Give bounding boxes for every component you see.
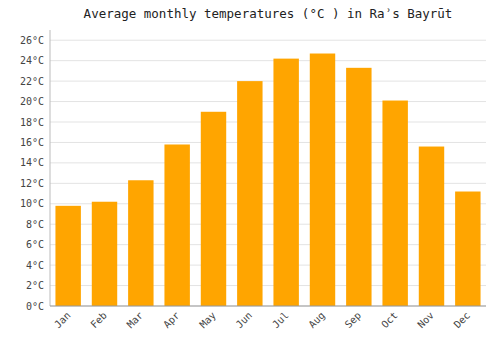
bar [273, 59, 298, 306]
grid-line [50, 81, 486, 82]
grid-line [50, 101, 486, 102]
chart: Average monthly temperatures (°C ) in Ra… [0, 0, 500, 350]
x-tick-label: Apr [161, 310, 182, 331]
y-tick-label: 12°C [20, 178, 44, 189]
y-tick-label: 10°C [20, 198, 44, 209]
bar [346, 68, 371, 306]
x-tick-label: Feb [88, 310, 109, 331]
grid-line [50, 306, 486, 307]
x-tick-label: Mar [125, 310, 146, 331]
x-tick-label: Aug [306, 310, 327, 331]
x-axis-line [50, 306, 486, 307]
y-tick-label: 18°C [20, 117, 44, 128]
y-tick-label: 20°C [20, 96, 44, 107]
chart-container: Average monthly temperatures (°C ) in Ra… [0, 0, 500, 350]
bar [55, 206, 80, 306]
bar [92, 202, 117, 306]
y-tick-label: 24°C [20, 55, 44, 66]
bar [128, 180, 153, 306]
bar [310, 54, 335, 306]
grid-line [50, 40, 486, 41]
x-tick-label: Sep [343, 310, 364, 331]
y-tick-label: 14°C [20, 157, 44, 168]
bar [382, 101, 407, 306]
x-tick-label: Jan [52, 310, 73, 331]
y-tick-label: 4°C [26, 260, 44, 271]
y-tick-label: 0°C [26, 301, 44, 312]
bars [55, 54, 480, 306]
bar [164, 144, 189, 306]
y-grid [50, 40, 486, 306]
x-tick-label: Jun [234, 310, 255, 331]
x-tick-label: Dec [452, 310, 473, 331]
grid-line [50, 122, 486, 123]
x-tick-label: Jul [270, 310, 291, 331]
y-tick-label: 2°C [26, 280, 44, 291]
y-axis-line [50, 30, 51, 306]
x-tick-label: Nov [415, 310, 436, 331]
bar [455, 192, 480, 306]
bar [201, 112, 226, 306]
grid-line [50, 142, 486, 143]
page: {"chart_data": {"type": "bar", "title": … [0, 0, 500, 350]
grid-line [50, 60, 486, 61]
x-tick-label: May [197, 310, 218, 331]
y-tick-label: 22°C [20, 76, 44, 87]
y-tick-label: 26°C [20, 35, 44, 46]
bar [419, 147, 444, 306]
y-tick-label: 8°C [26, 219, 44, 230]
y-tick-label: 6°C [26, 239, 44, 250]
bar [237, 81, 262, 306]
title: Average monthly temperatures (°C ) in Ra… [84, 6, 453, 21]
y-tick-label: 16°C [20, 137, 44, 148]
x-tick-label: Oct [379, 310, 400, 331]
